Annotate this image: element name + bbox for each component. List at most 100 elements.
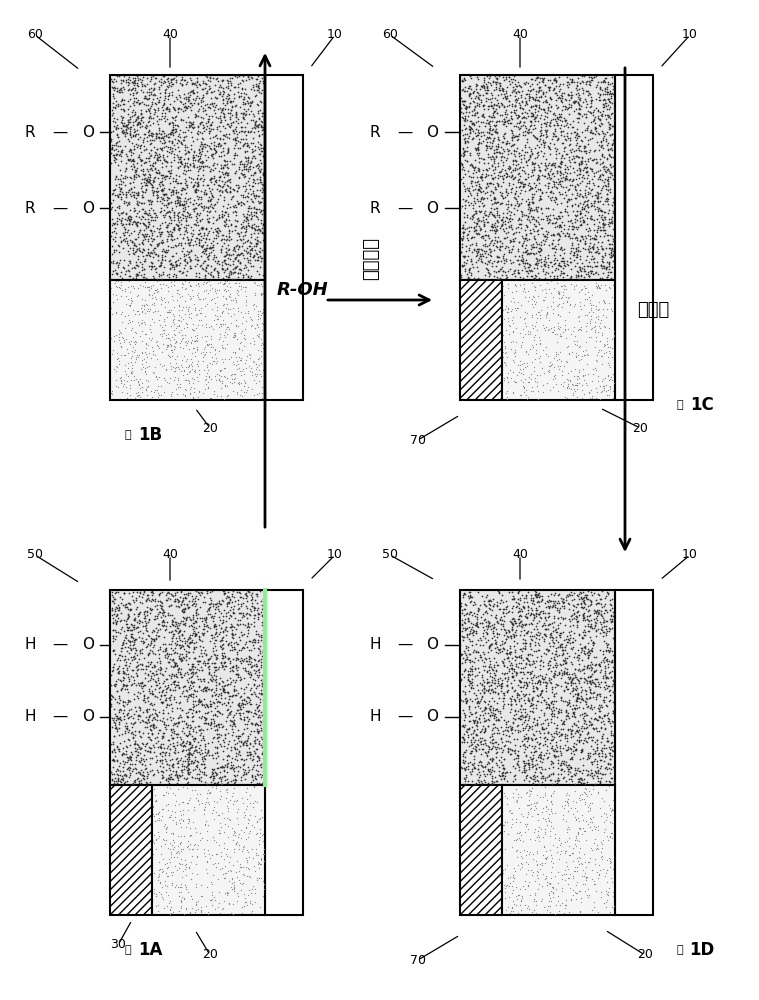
Point: [480, 138, 493, 154]
Point: [213, 256, 225, 272]
Point: [175, 149, 187, 165]
Point: [182, 753, 194, 769]
Point: [556, 90, 568, 106]
Point: [550, 624, 562, 640]
Point: [147, 767, 159, 783]
Point: [200, 199, 212, 215]
Point: [183, 92, 195, 108]
Point: [471, 237, 483, 253]
Point: [185, 231, 197, 247]
Point: [209, 638, 221, 654]
Point: [542, 643, 554, 659]
Point: [504, 644, 516, 660]
Point: [581, 122, 593, 138]
Point: [489, 181, 501, 197]
Point: [591, 368, 603, 384]
Point: [251, 667, 263, 683]
Point: [562, 228, 575, 244]
Point: [590, 656, 602, 672]
Point: [188, 837, 200, 853]
Point: [118, 73, 130, 89]
Point: [516, 230, 528, 246]
Point: [150, 152, 162, 168]
Point: [252, 117, 264, 133]
Point: [576, 599, 588, 615]
Point: [573, 188, 585, 204]
Point: [179, 199, 191, 215]
Point: [526, 162, 538, 178]
Point: [471, 714, 483, 730]
Point: [461, 143, 474, 159]
Point: [545, 593, 557, 609]
Point: [162, 796, 174, 812]
Point: [596, 599, 608, 615]
Point: [541, 661, 553, 677]
Point: [582, 118, 594, 134]
Point: [139, 78, 151, 94]
Point: [156, 744, 168, 760]
Point: [153, 774, 165, 790]
Point: [551, 600, 563, 616]
Point: [526, 731, 538, 747]
Point: [486, 698, 498, 714]
Point: [194, 237, 206, 253]
Point: [187, 91, 200, 107]
Point: [146, 158, 159, 174]
Point: [545, 711, 557, 727]
Point: [215, 773, 227, 789]
Point: [527, 775, 539, 791]
Point: [570, 190, 582, 206]
Point: [498, 114, 510, 130]
Point: [219, 340, 231, 356]
Point: [253, 188, 265, 204]
Point: [235, 710, 247, 726]
Point: [184, 117, 197, 133]
Point: [199, 774, 211, 790]
Point: [209, 626, 221, 642]
Point: [165, 257, 178, 273]
Point: [219, 174, 231, 190]
Point: [557, 225, 569, 241]
Point: [123, 585, 135, 601]
Point: [536, 220, 548, 236]
Point: [142, 211, 154, 227]
Point: [137, 216, 150, 232]
Point: [119, 138, 131, 154]
Point: [526, 732, 538, 748]
Point: [502, 280, 514, 296]
Point: [492, 170, 504, 186]
Point: [227, 253, 239, 269]
Point: [194, 693, 206, 709]
Point: [521, 756, 534, 772]
Point: [200, 381, 212, 397]
Point: [599, 126, 611, 142]
Point: [535, 122, 547, 138]
Point: [247, 850, 260, 866]
Point: [539, 104, 551, 120]
Point: [129, 123, 141, 139]
Point: [121, 622, 133, 638]
Point: [600, 782, 612, 798]
Point: [222, 736, 234, 752]
Point: [560, 187, 572, 203]
Point: [219, 109, 231, 125]
Point: [543, 653, 556, 669]
Point: [547, 630, 559, 646]
Point: [595, 720, 607, 736]
Point: [550, 597, 562, 613]
Point: [106, 266, 118, 282]
Point: [541, 275, 553, 291]
Point: [167, 759, 179, 775]
Point: [209, 105, 221, 121]
Point: [533, 93, 545, 109]
Point: [176, 275, 188, 291]
Point: [594, 862, 606, 878]
Point: [565, 592, 578, 608]
Point: [249, 705, 261, 721]
Point: [154, 193, 166, 209]
Point: [131, 267, 143, 283]
Point: [517, 179, 529, 195]
Point: [169, 359, 181, 375]
Point: [192, 671, 204, 687]
Point: [467, 259, 479, 275]
